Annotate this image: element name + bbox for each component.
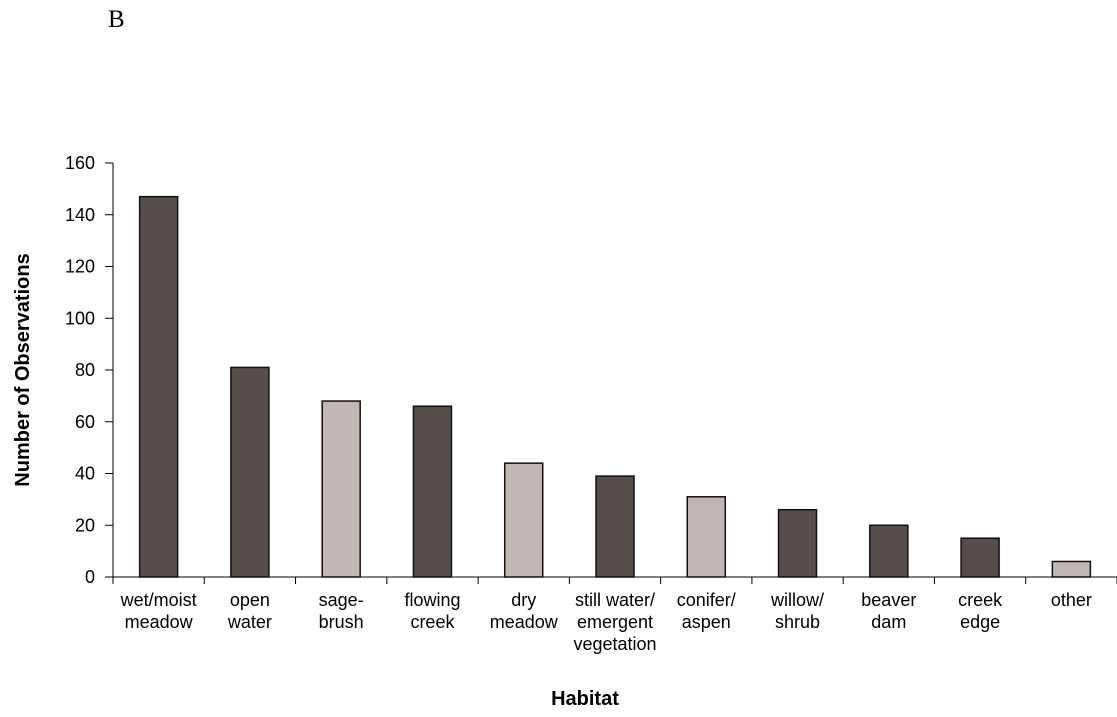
x-tick-label: open water xyxy=(227,590,272,632)
y-tick-label: 20 xyxy=(75,515,95,535)
bar xyxy=(960,537,1000,578)
bar xyxy=(503,462,544,578)
x-tick-label-line: wet/moist xyxy=(120,590,197,610)
y-tick-label: 60 xyxy=(75,412,95,432)
x-tick-label-line: creek xyxy=(958,590,1003,610)
bar xyxy=(686,496,727,578)
bar xyxy=(230,366,270,578)
x-tick-label-line: aspen xyxy=(682,612,731,632)
x-tick-label-line: sage- xyxy=(319,590,364,610)
y-tick-label: 160 xyxy=(65,153,95,173)
x-tick-label-line: dam xyxy=(871,612,906,632)
x-tick-label: still water/emergent vegetation xyxy=(573,590,656,654)
x-tick-label-line: flowing xyxy=(404,590,460,610)
bar xyxy=(1051,560,1092,578)
bar xyxy=(138,195,179,578)
x-tick-label-line: still water/ xyxy=(575,590,655,610)
x-tick-label-line: water xyxy=(227,612,272,632)
x-tick-label-line: conifer/ xyxy=(677,590,736,610)
x-tick-label-line: edge xyxy=(960,612,1000,632)
bar xyxy=(412,405,453,578)
x-tick-label-line: emergent xyxy=(577,612,653,632)
chart-bars xyxy=(138,195,1092,578)
panel-label: B xyxy=(108,6,125,33)
y-tick-labels: 0 20 40 60 80 100 120 140 160 xyxy=(65,153,95,587)
y-tick-label: 40 xyxy=(75,464,95,484)
y-tick-label: 100 xyxy=(65,308,95,328)
bar xyxy=(869,524,909,578)
x-tick-label-line: open xyxy=(230,590,270,610)
bar xyxy=(321,400,361,578)
x-tick-label-line: vegetation xyxy=(573,634,656,654)
x-tick-label: other xyxy=(1051,590,1092,610)
x-tick-label-line: meadow xyxy=(490,612,559,632)
x-axis-title: Habitat xyxy=(551,688,619,710)
y-axis-title: Number of Observations xyxy=(12,253,34,486)
x-tick-label: beaver dam xyxy=(861,590,916,632)
x-tick-label: willow/shrub xyxy=(770,590,824,632)
x-tick-label-line: dry xyxy=(511,590,536,610)
x-tick-label: creek edge xyxy=(958,590,1003,632)
x-tick-label: dry meadow xyxy=(490,590,559,632)
y-tick-label: 0 xyxy=(85,567,95,587)
bar xyxy=(595,475,635,578)
x-tick-label-line: creek xyxy=(410,612,455,632)
x-tick-label-line: meadow xyxy=(125,612,194,632)
y-tick-label: 140 xyxy=(65,205,95,225)
y-tick-label: 80 xyxy=(75,360,95,380)
x-tick-label-line: beaver xyxy=(861,590,916,610)
x-tick-label: flowing creek xyxy=(404,590,460,632)
x-tick-label-line: willow/ xyxy=(770,590,824,610)
x-tick-label-line: shrub xyxy=(775,612,820,632)
x-tick-label: conifer/aspen xyxy=(677,590,736,632)
x-tick-label-line: other xyxy=(1051,590,1092,610)
x-tick-label: sage-brush xyxy=(319,590,364,632)
x-tick-label: wet/moist meadow xyxy=(120,590,197,632)
x-tick-label-line: brush xyxy=(319,612,364,632)
y-tick-label: 120 xyxy=(65,257,95,277)
bar xyxy=(777,508,818,578)
